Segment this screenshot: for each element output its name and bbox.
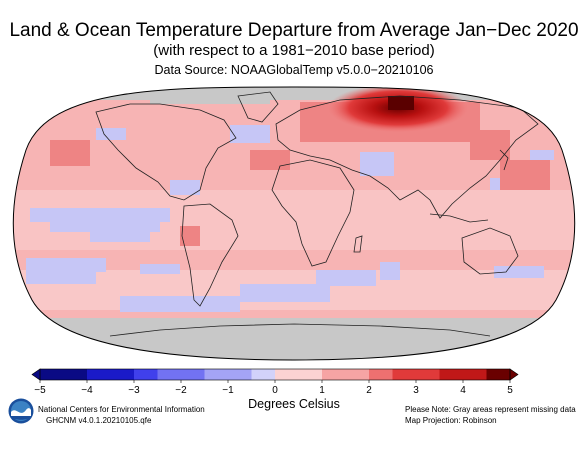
- coastlines: [95, 91, 539, 337]
- colorbar-cell: [181, 369, 205, 380]
- colorbar-cell: [40, 369, 64, 380]
- colorbar-max-arrow: [509, 368, 519, 381]
- colorbar-cell: [204, 369, 229, 380]
- map-subtitle: (with respect to a 1981−2010 base period…: [153, 42, 435, 59]
- footer-missing-note: Please Note: Gray areas represent missin…: [405, 405, 576, 414]
- colorbar-tick-label: 5: [507, 385, 513, 396]
- colorbar-cell: [228, 369, 252, 380]
- colorbar-tick-label: −2: [175, 385, 187, 396]
- colorbar-cell: [110, 369, 135, 380]
- footer-ghcnm: GHCNM v4.0.1.20210105.qfe: [46, 416, 152, 425]
- colorbar-tick-label: 1: [319, 385, 325, 396]
- colorbar-cell: [157, 369, 182, 380]
- colorbar-tick-label: −3: [128, 385, 140, 396]
- cool-anomaly-patches: [26, 125, 554, 312]
- colorbar-cell: [275, 369, 299, 380]
- colorbar-cell: [416, 369, 440, 380]
- colorbar-tick-label: 4: [460, 385, 466, 396]
- footer-projection: Map Projection: Robinson: [405, 416, 497, 425]
- colorbar-min-arrow: [31, 368, 41, 381]
- colorbar-label: Degrees Celsius: [248, 397, 340, 411]
- colorbar-cell: [63, 369, 88, 380]
- colorbar-cell: [439, 369, 464, 380]
- colorbar-cell: [486, 369, 511, 380]
- map-title: Land & Ocean Temperature Departure from …: [9, 20, 579, 41]
- colorbar-cell: [298, 369, 323, 380]
- colorbar-tick-label: 0: [272, 385, 278, 396]
- colorbar-tick-label: −5: [34, 385, 46, 396]
- colorbar-cell: [369, 369, 393, 380]
- colorbar-tick-label: 2: [366, 385, 372, 396]
- colorbar-cell: [134, 369, 158, 380]
- noaa-logo: [8, 398, 34, 424]
- colorbar-tick-label: −1: [222, 385, 234, 396]
- colorbar-cell: [392, 369, 417, 380]
- colorbar-cell: [345, 369, 370, 380]
- colorbar-cell: [322, 369, 346, 380]
- globe-border: [12, 86, 576, 361]
- colorbar-tick-label: 3: [413, 385, 419, 396]
- colorbar-cell: [251, 369, 276, 380]
- colorbar-cell: [463, 369, 487, 380]
- colorbar-tick-label: −4: [81, 385, 93, 396]
- data-source: Data Source: NOAAGlobalTemp v5.0.0−20210…: [154, 63, 434, 77]
- colorbar-cell: [87, 369, 111, 380]
- footer-ncei: National Centers for Environmental Infor…: [38, 405, 205, 414]
